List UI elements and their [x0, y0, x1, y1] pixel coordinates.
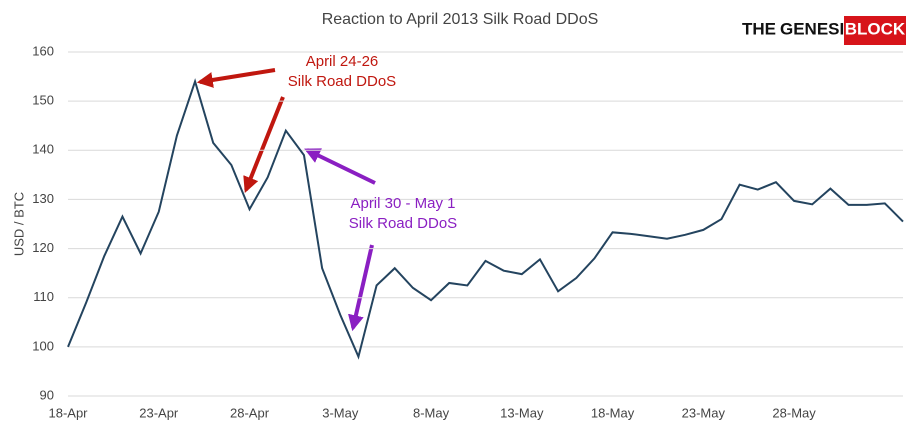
y-axis-label: USD / BTC — [11, 192, 26, 256]
arrow — [196, 68, 276, 88]
line — [67, 78, 904, 360]
logo-text: GENESIS — [780, 19, 856, 38]
y-tick-label: 90 — [40, 387, 54, 402]
y-tick-label: 140 — [32, 142, 54, 157]
logo-text: THE — [742, 19, 776, 38]
arrow — [348, 244, 374, 332]
logo-text: BLOCK — [845, 19, 906, 38]
annotation: Silk Road DDoS — [288, 73, 396, 90]
x-tick-label: 28-Apr — [230, 405, 270, 420]
annotation: Silk Road DDoS — [349, 215, 457, 232]
y-tick-label: 100 — [32, 338, 54, 353]
annotation: April 24-26 — [306, 53, 379, 70]
chart-title: Reaction to April 2013 Silk Road DDoS — [322, 11, 599, 28]
annotation: April 30 - May 1 — [350, 195, 455, 212]
x-tick-label: 28-May — [772, 405, 816, 420]
x-tick-label: 8-May — [413, 405, 450, 420]
y-tick-label: 110 — [33, 289, 54, 304]
arrow — [243, 96, 285, 193]
y-tick-label: 120 — [32, 240, 54, 255]
x-tick-label: 23-Apr — [139, 405, 179, 420]
x-tick-label: 18-Apr — [48, 405, 88, 420]
y-tick-label: 130 — [32, 191, 54, 206]
y-tick-label: 150 — [32, 93, 54, 108]
logo: THE GENESIS BLOCK — [742, 16, 906, 45]
y-tick-label: 160 — [32, 43, 54, 58]
arrow — [304, 148, 376, 185]
x-tick-label: 13-May — [500, 405, 544, 420]
x-tick-label: 3-May — [322, 405, 359, 420]
logo-box — [844, 16, 906, 45]
x-tick-label: 23-May — [682, 405, 726, 420]
x-tick-label: 18-May — [591, 405, 635, 420]
